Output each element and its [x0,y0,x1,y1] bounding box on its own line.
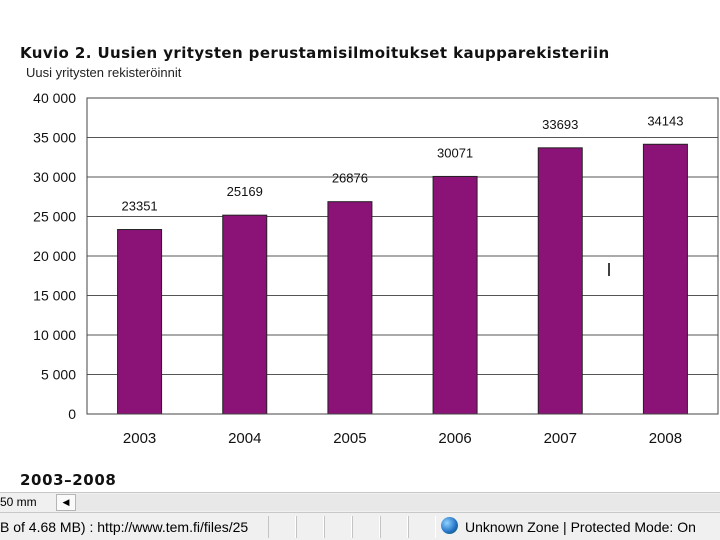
status-segment [352,516,380,538]
bar-2008 [642,143,688,415]
plot-frame [86,97,719,415]
y-tick-label: 30 000 [33,169,76,185]
bar-2007 [537,147,583,415]
bar-2006 [432,175,478,415]
scroll-track[interactable] [76,494,720,511]
globe-icon [441,517,458,534]
y-tick-label: 0 [68,406,76,422]
x-tick-label: 2006 [438,430,471,447]
data-labels: 23351 25169 26876 30071 33693 34143 [122,113,684,213]
data-label: 25169 [227,184,263,199]
data-label: 33693 [542,117,578,132]
chart-title: Kuvio 2. Uusien yritysten perustamisilmo… [20,44,610,62]
y-tick-label: 10 000 [33,327,76,343]
bar-2003 [117,229,163,415]
status-text: B of 4.68 MB) : http://www.tem.fi/files/… [0,519,249,535]
bar-2005 [327,201,373,415]
x-tick-label: 2005 [333,430,366,447]
gridlines [87,97,718,415]
zoom-readout: 50 mm [0,495,37,509]
status-bar: B of 4.68 MB) : http://www.tem.fi/files/… [0,512,720,540]
bars [117,143,688,415]
data-label: 26876 [332,171,368,186]
y-tick-labels: 0 5 000 10 000 15 000 20 000 25 000 30 000 35 0… [33,90,76,422]
status-segment [408,516,436,538]
period-label: 2003–2008 [20,471,117,489]
arrow-left-icon: ◀ [62,497,70,507]
data-label: 34143 [647,113,683,128]
y-tick-label: 15 000 [33,288,76,304]
status-segment [268,516,296,538]
y-tick-label: 35 000 [33,130,76,146]
bar-chart: 0 5 000 10 000 15 000 20 000 25 000 30 000 35 0… [33,90,719,447]
security-zone-text[interactable]: Unknown Zone | Protected Mode: On [465,519,696,535]
chart-subtitle: Uusi yritysten rekisteröinnit [26,65,182,80]
scroll-left-button[interactable]: ◀ [56,494,76,511]
status-segment [296,516,324,538]
status-segment [324,516,352,538]
y-tick-label: 40 000 [33,90,76,106]
x-tick-labels: 2003 2004 2005 2006 2007 2008 [123,430,682,447]
x-tick-label: 2003 [123,430,156,447]
x-tick-label: 2007 [544,430,577,447]
bar-2004 [222,214,268,415]
data-label: 23351 [122,199,158,214]
data-label: 30071 [437,145,473,160]
horizontal-scrollbar[interactable]: 50 mm ◀ [0,492,720,512]
x-tick-label: 2004 [228,430,261,447]
status-segment [380,516,408,538]
y-tick-label: 25 000 [33,209,76,225]
y-tick-label: 5 000 [41,367,76,383]
y-tick-label: 20 000 [33,248,76,264]
x-tick-label: 2008 [649,430,682,447]
